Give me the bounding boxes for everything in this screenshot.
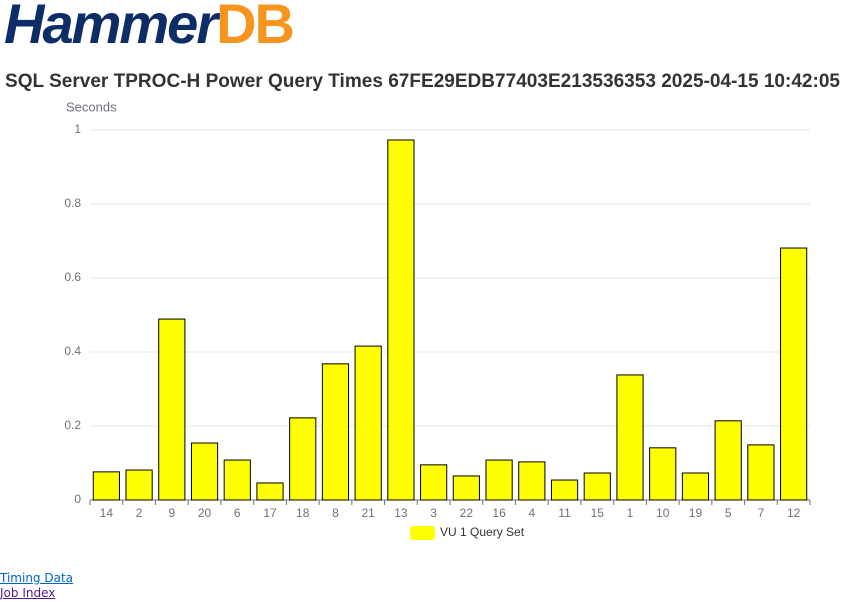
y-tick-label: 0.2 (64, 418, 81, 432)
y-tick-label: 0.4 (64, 344, 81, 358)
logo: HammerDB (4, 0, 293, 55)
x-tick-label: 1 (627, 506, 634, 520)
x-tick-label: 3 (430, 506, 437, 520)
x-tick-label: 14 (100, 506, 114, 520)
x-tick-label: 22 (460, 506, 474, 520)
x-tick-label: 6 (234, 506, 241, 520)
x-tick-label: 4 (528, 506, 535, 520)
x-tick-label: 7 (758, 506, 765, 520)
x-tick-label: 12 (787, 506, 801, 520)
bar (485, 459, 513, 501)
bar (158, 318, 186, 501)
bar (780, 247, 808, 501)
bar (321, 363, 350, 501)
x-tick-label: 5 (725, 506, 732, 520)
bar (518, 461, 546, 501)
x-tick-label: 19 (689, 506, 703, 520)
logo-part: Hammer (4, 0, 221, 55)
link[interactable]: Job Index (0, 586, 56, 600)
bar (420, 464, 448, 501)
logo-part: DB (216, 0, 293, 55)
page-title: SQL Server TPROC-H Power Query Times 67F… (5, 71, 840, 92)
chart: HammerDB SQL Server TPROC-H Power Query … (4, 0, 840, 540)
x-tick-label: 10 (656, 506, 670, 520)
x-tick-label: 13 (394, 506, 408, 520)
y-axis-label: Seconds (66, 99, 117, 114)
x-tick-label: 9 (168, 506, 175, 520)
bar (125, 469, 153, 501)
y-tick-label: 0 (74, 492, 81, 506)
x-tick-label: 11 (558, 506, 571, 520)
x-tick-label: 18 (296, 506, 310, 520)
x-tick-label: 15 (591, 506, 605, 520)
bar (92, 471, 120, 501)
x-tick-label: 8 (332, 506, 339, 520)
x-tick-label: 16 (492, 506, 506, 520)
bar (616, 374, 644, 501)
bar (354, 345, 382, 501)
bar (452, 475, 480, 501)
legend-swatch (410, 526, 435, 540)
bar (681, 472, 710, 501)
bar (649, 447, 677, 501)
bar (714, 420, 742, 501)
x-tick-label: 2 (136, 506, 143, 520)
y-tick-label: 0.6 (64, 270, 81, 284)
y-tick-label: 0.8 (64, 196, 81, 210)
bar (289, 417, 317, 501)
link[interactable]: Timing Data (0, 571, 74, 585)
x-tick-label: 20 (198, 506, 212, 520)
bar (190, 442, 219, 501)
y-tick-label: 1 (74, 122, 81, 136)
bar (387, 139, 415, 501)
x-tick-label: 21 (362, 506, 376, 520)
bar (583, 472, 611, 501)
bar (256, 482, 284, 501)
bar (747, 444, 775, 501)
bar (223, 459, 251, 501)
bar (550, 479, 579, 501)
x-tick-label: 17 (263, 506, 277, 520)
legend-label: VU 1 Query Set (440, 525, 525, 539)
